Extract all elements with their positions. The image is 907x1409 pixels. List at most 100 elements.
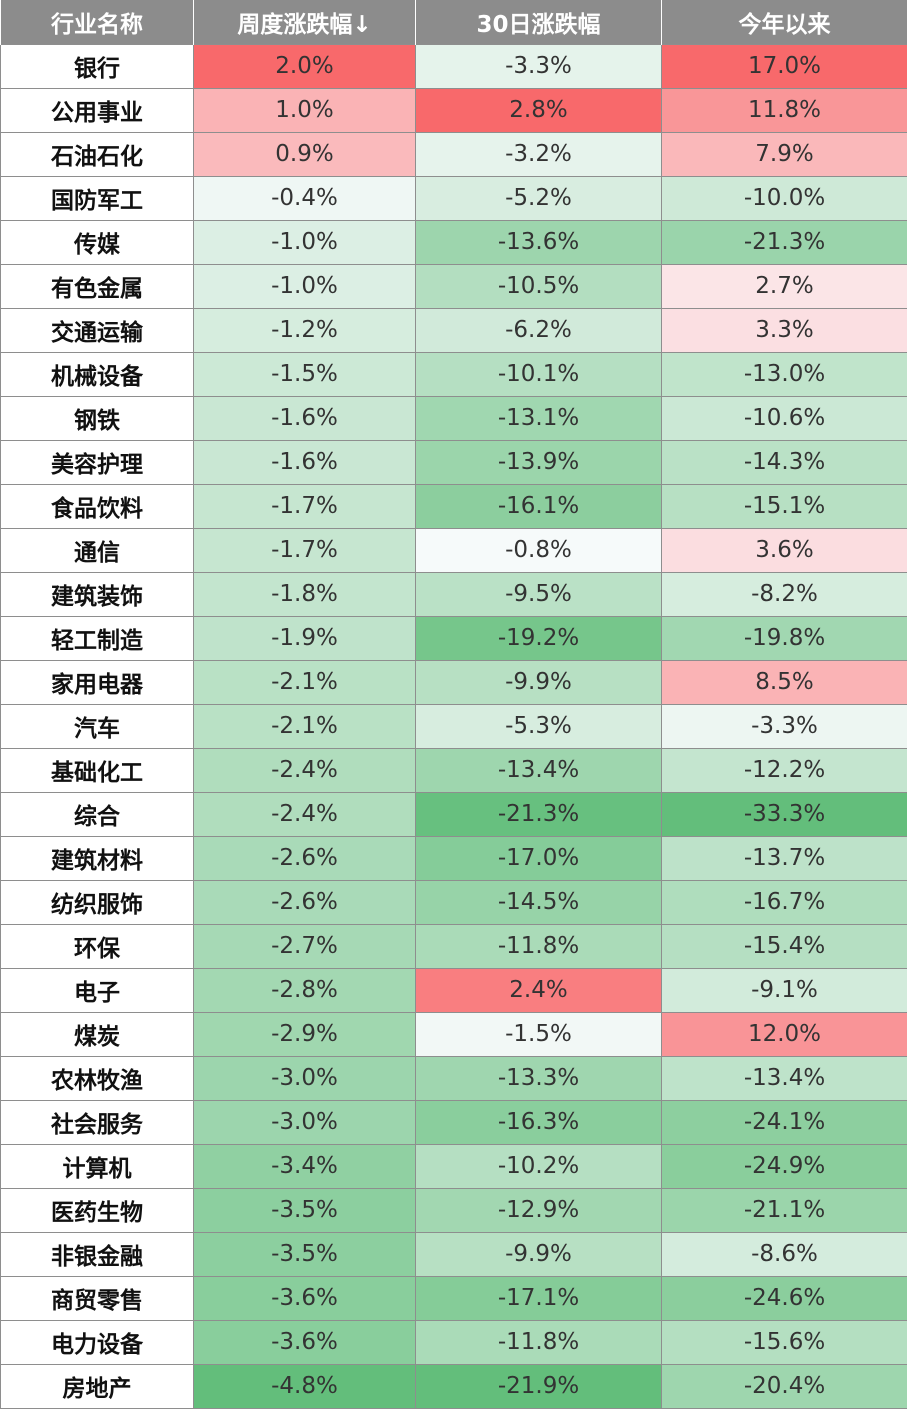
industry-name-cell: 电力设备 xyxy=(0,1319,194,1365)
ytd-change-cell: -33.3% xyxy=(661,791,907,837)
ytd-change-cell: -20.4% xyxy=(661,1363,907,1409)
day30-change-cell: -6.2% xyxy=(415,307,662,353)
header-30day-change[interactable]: 30日涨跌幅 xyxy=(415,0,662,44)
day30-change-cell: -12.9% xyxy=(415,1187,662,1233)
day30-change-cell: -13.1% xyxy=(415,395,662,441)
industry-name-cell: 交通运输 xyxy=(0,307,194,353)
industry-name-cell: 公用事业 xyxy=(0,87,194,133)
table-row: 交通运输 -1.2% -6.2% 3.3% xyxy=(0,307,907,353)
table-row: 社会服务 -3.0% -16.3% -24.1% xyxy=(0,1099,907,1145)
ytd-change-cell: 7.9% xyxy=(661,131,907,177)
table-body: 银行 2.0% -3.3% 17.0% 公用事业 1.0% 2.8% 11.8% 石油石化 0.9… xyxy=(0,43,907,1409)
table-row: 家用电器 -2.1% -9.9% 8.5% xyxy=(0,659,907,705)
weekly-change-cell: -1.2% xyxy=(193,307,416,353)
ytd-change-cell: 17.0% xyxy=(661,43,907,89)
table-row: 基础化工 -2.4% -13.4% -12.2% xyxy=(0,747,907,793)
industry-name-cell: 房地产 xyxy=(0,1363,194,1409)
industry-name-cell: 基础化工 xyxy=(0,747,194,793)
day30-change-cell: -17.1% xyxy=(415,1275,662,1321)
industry-name-cell: 美容护理 xyxy=(0,439,194,485)
table-row: 美容护理 -1.6% -13.9% -14.3% xyxy=(0,439,907,485)
header-industry-name[interactable]: 行业名称 xyxy=(0,0,194,44)
industry-name-cell: 商贸零售 xyxy=(0,1275,194,1321)
ytd-change-cell: -8.2% xyxy=(661,571,907,617)
industry-name-cell: 计算机 xyxy=(0,1143,194,1189)
day30-change-cell: -11.8% xyxy=(415,923,662,969)
table-row: 商贸零售 -3.6% -17.1% -24.6% xyxy=(0,1275,907,1321)
table-row: 有色金属 -1.0% -10.5% 2.7% xyxy=(0,263,907,309)
day30-change-cell: -11.8% xyxy=(415,1319,662,1365)
weekly-change-cell: -2.7% xyxy=(193,923,416,969)
table-row: 煤炭 -2.9% -1.5% 12.0% xyxy=(0,1011,907,1057)
industry-name-cell: 石油石化 xyxy=(0,131,194,177)
table-row: 综合 -2.4% -21.3% -33.3% xyxy=(0,791,907,837)
ytd-change-cell: -10.6% xyxy=(661,395,907,441)
industry-name-cell: 机械设备 xyxy=(0,351,194,397)
industry-name-cell: 钢铁 xyxy=(0,395,194,441)
ytd-change-cell: -16.7% xyxy=(661,879,907,925)
day30-change-cell: -21.3% xyxy=(415,791,662,837)
table-row: 电力设备 -3.6% -11.8% -15.6% xyxy=(0,1319,907,1365)
day30-change-cell: -10.2% xyxy=(415,1143,662,1189)
ytd-change-cell: -19.8% xyxy=(661,615,907,661)
day30-change-cell: -17.0% xyxy=(415,835,662,881)
table-row: 机械设备 -1.5% -10.1% -13.0% xyxy=(0,351,907,397)
header-weekly-change[interactable]: 周度涨跌幅↓ xyxy=(193,0,416,44)
weekly-change-cell: -3.5% xyxy=(193,1187,416,1233)
day30-change-cell: -9.9% xyxy=(415,659,662,705)
weekly-change-cell: -1.9% xyxy=(193,615,416,661)
table-row: 房地产 -4.8% -21.9% -20.4% xyxy=(0,1363,907,1409)
weekly-change-cell: -1.0% xyxy=(193,219,416,265)
ytd-change-cell: -24.6% xyxy=(661,1275,907,1321)
ytd-change-cell: -24.9% xyxy=(661,1143,907,1189)
weekly-change-cell: -1.5% xyxy=(193,351,416,397)
ytd-change-cell: -12.2% xyxy=(661,747,907,793)
weekly-change-cell: -2.6% xyxy=(193,835,416,881)
weekly-change-cell: -1.7% xyxy=(193,483,416,529)
industry-name-cell: 农林牧渔 xyxy=(0,1055,194,1101)
day30-change-cell: -16.3% xyxy=(415,1099,662,1145)
ytd-change-cell: -13.7% xyxy=(661,835,907,881)
weekly-change-cell: 2.0% xyxy=(193,43,416,89)
table-row: 汽车 -2.1% -5.3% -3.3% xyxy=(0,703,907,749)
weekly-change-cell: -2.8% xyxy=(193,967,416,1013)
ytd-change-cell: -15.1% xyxy=(661,483,907,529)
day30-change-cell: -16.1% xyxy=(415,483,662,529)
day30-change-cell: -14.5% xyxy=(415,879,662,925)
industry-name-cell: 纺织服饰 xyxy=(0,879,194,925)
weekly-change-cell: -2.4% xyxy=(193,791,416,837)
industry-name-cell: 环保 xyxy=(0,923,194,969)
day30-change-cell: -10.5% xyxy=(415,263,662,309)
ytd-change-cell: 3.6% xyxy=(661,527,907,573)
ytd-change-cell: 2.7% xyxy=(661,263,907,309)
table-row: 通信 -1.7% -0.8% 3.6% xyxy=(0,527,907,573)
table-row: 传媒 -1.0% -13.6% -21.3% xyxy=(0,219,907,265)
day30-change-cell: -1.5% xyxy=(415,1011,662,1057)
industry-name-cell: 建筑装饰 xyxy=(0,571,194,617)
table-row: 农林牧渔 -3.0% -13.3% -13.4% xyxy=(0,1055,907,1101)
weekly-change-cell: -2.4% xyxy=(193,747,416,793)
weekly-change-cell: 0.9% xyxy=(193,131,416,177)
table-row: 国防军工 -0.4% -5.2% -10.0% xyxy=(0,175,907,221)
weekly-change-cell: 1.0% xyxy=(193,87,416,133)
ytd-change-cell: -21.3% xyxy=(661,219,907,265)
header-ytd-change[interactable]: 今年以来 xyxy=(661,0,907,44)
industry-name-cell: 汽车 xyxy=(0,703,194,749)
ytd-change-cell: -9.1% xyxy=(661,967,907,1013)
ytd-change-cell: -24.1% xyxy=(661,1099,907,1145)
industry-name-cell: 银行 xyxy=(0,43,194,89)
weekly-change-cell: -4.8% xyxy=(193,1363,416,1409)
ytd-change-cell: -15.6% xyxy=(661,1319,907,1365)
ytd-change-cell: -13.0% xyxy=(661,351,907,397)
industry-name-cell: 非银金融 xyxy=(0,1231,194,1277)
day30-change-cell: 2.8% xyxy=(415,87,662,133)
table-row: 建筑装饰 -1.8% -9.5% -8.2% xyxy=(0,571,907,617)
weekly-change-cell: -1.0% xyxy=(193,263,416,309)
day30-change-cell: -19.2% xyxy=(415,615,662,661)
weekly-change-cell: -3.0% xyxy=(193,1055,416,1101)
ytd-change-cell: 12.0% xyxy=(661,1011,907,1057)
weekly-change-cell: -3.4% xyxy=(193,1143,416,1189)
weekly-change-cell: -1.7% xyxy=(193,527,416,573)
day30-change-cell: -5.2% xyxy=(415,175,662,221)
